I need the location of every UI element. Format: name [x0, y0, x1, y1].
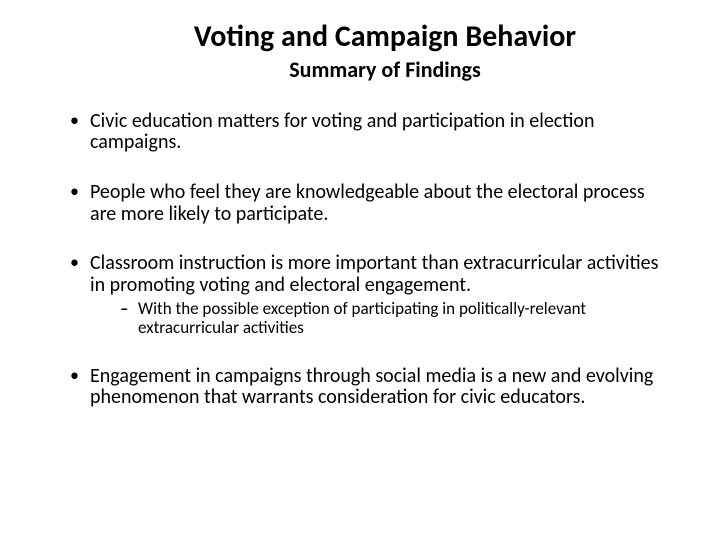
- bullet-text: Classroom instruction is more important …: [90, 251, 658, 297]
- list-item: Civic education matters for voting and p…: [72, 111, 670, 154]
- bullet-list: Civic education matters for voting and p…: [50, 111, 670, 409]
- title-block: Voting and Campaign Behavior Summary of …: [50, 20, 670, 83]
- bullet-text: Civic education matters for voting and p…: [90, 109, 594, 155]
- bullet-text: Engagement in campaigns through social m…: [90, 364, 653, 410]
- sub-bullet-text: With the possible exception of participa…: [138, 298, 586, 338]
- list-item: Engagement in campaigns through social m…: [72, 366, 670, 409]
- bullet-text: People who feel they are knowledgeable a…: [90, 180, 645, 226]
- list-item: Classroom instruction is more important …: [72, 253, 670, 338]
- sub-list-item: With the possible exception of participa…: [120, 300, 670, 337]
- slide-title: Voting and Campaign Behavior: [100, 20, 670, 55]
- list-item: People who feel they are knowledgeable a…: [72, 182, 670, 225]
- sub-bullet-list: With the possible exception of participa…: [90, 300, 670, 337]
- slide-subtitle: Summary of Findings: [100, 57, 670, 83]
- slide: Voting and Campaign Behavior Summary of …: [0, 0, 720, 540]
